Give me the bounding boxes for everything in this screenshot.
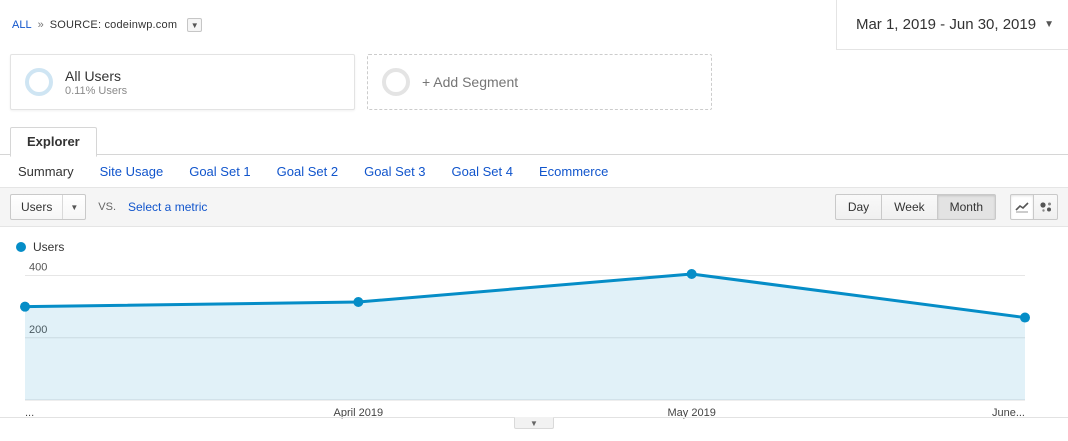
chevron-down-icon: ▼: [62, 195, 85, 219]
vs-label: VS.: [98, 201, 116, 213]
motion-chart-toggle-button[interactable]: [1034, 194, 1058, 220]
metric-selector-dropdown[interactable]: Users ▼: [10, 194, 87, 220]
motion-chart-icon: [1039, 202, 1051, 212]
line-chart-icon: [1015, 202, 1029, 213]
segment-title: All Users: [65, 67, 122, 84]
breadcrumb-separator: »: [37, 19, 44, 31]
header: ALL » SOURCE: codeinwp.com ▼ Mar 1, 2019…: [0, 0, 1068, 50]
segment-ring-icon: [382, 68, 410, 96]
chevron-down-icon: ▼: [530, 418, 538, 428]
chevron-down-icon: ▼: [190, 20, 199, 30]
users-series-label: Users: [33, 240, 65, 254]
granularity-month-button[interactable]: Month: [937, 194, 996, 220]
metric-selector-value: Users: [21, 200, 53, 214]
chart-canvas[interactable]: 200 400... April 2019 May 2019 June...: [20, 260, 1030, 419]
date-range-label: Mar 1, 2019 - Jun 30, 2019: [855, 16, 1037, 33]
breadcrumb-all-link[interactable]: ALL: [12, 19, 32, 31]
subnav-goal-set-1[interactable]: Goal Set 1: [189, 164, 251, 179]
granularity-day-button[interactable]: Day: [834, 194, 883, 220]
segment-all-users[interactable]: All Users 0.11% Users: [10, 54, 355, 110]
svg-text:June...: June...: [992, 407, 1025, 419]
chevron-down-icon: ▼: [1044, 19, 1054, 30]
svg-text:...: ...: [25, 407, 34, 419]
panel-expander-button[interactable]: ▼: [514, 417, 554, 429]
subnav-summary[interactable]: Summary: [18, 164, 74, 179]
breadcrumb: ALL » SOURCE: codeinwp.com ▼: [12, 18, 203, 32]
subnav-goal-set-2[interactable]: Goal Set 2: [276, 164, 339, 179]
svg-text:200: 200: [29, 324, 47, 336]
segment-subtitle: 0.11% Users: [65, 84, 128, 97]
users-series-dot-icon: [16, 242, 26, 252]
breadcrumb-source: SOURCE: codeinwp.com: [49, 19, 178, 31]
granularity-control: Day Week Month: [834, 194, 996, 220]
chart-type-control: [1010, 194, 1058, 220]
segments-row: All Users 0.11% Users + Add Segment: [10, 54, 1058, 110]
svg-text:April 2019: April 2019: [334, 407, 384, 419]
chart-toolbar: Users ▼ VS. Select a metric Day Week Mon…: [0, 187, 1068, 227]
granularity-week-button[interactable]: Week: [882, 194, 938, 220]
bottom-panel-divider: ▼: [0, 417, 1068, 441]
svg-text:400: 400: [29, 262, 47, 274]
subnav-ecommerce[interactable]: Ecommerce: [538, 164, 609, 179]
select-metric-link[interactable]: Select a metric: [128, 200, 208, 214]
tab-strip: Explorer: [0, 126, 1068, 157]
source-dropdown-button[interactable]: ▼: [187, 18, 203, 32]
add-segment-label: + Add Segment: [422, 74, 519, 90]
add-segment-button[interactable]: + Add Segment: [367, 54, 712, 110]
tab-explorer[interactable]: Explorer: [10, 127, 97, 157]
subnav-goal-set-4[interactable]: Goal Set 4: [451, 164, 513, 179]
chart-legend: Users: [0, 227, 1068, 256]
svg-text:May 2019: May 2019: [668, 407, 716, 419]
subnav-goal-set-3[interactable]: Goal Set 3: [364, 164, 426, 179]
date-range-selector[interactable]: Mar 1, 2019 - Jun 30, 2019 ▼: [836, 0, 1068, 50]
segment-ring-icon: [25, 68, 53, 96]
report-subnav: Summary Site Usage Goal Set 1 Goal Set 2…: [0, 155, 1068, 187]
users-timeseries-chart[interactable]: 200 400... April 2019 May 2019 June...: [20, 260, 1043, 419]
subnav-site-usage[interactable]: Site Usage: [99, 164, 164, 179]
line-chart-toggle-button[interactable]: [1010, 194, 1034, 220]
